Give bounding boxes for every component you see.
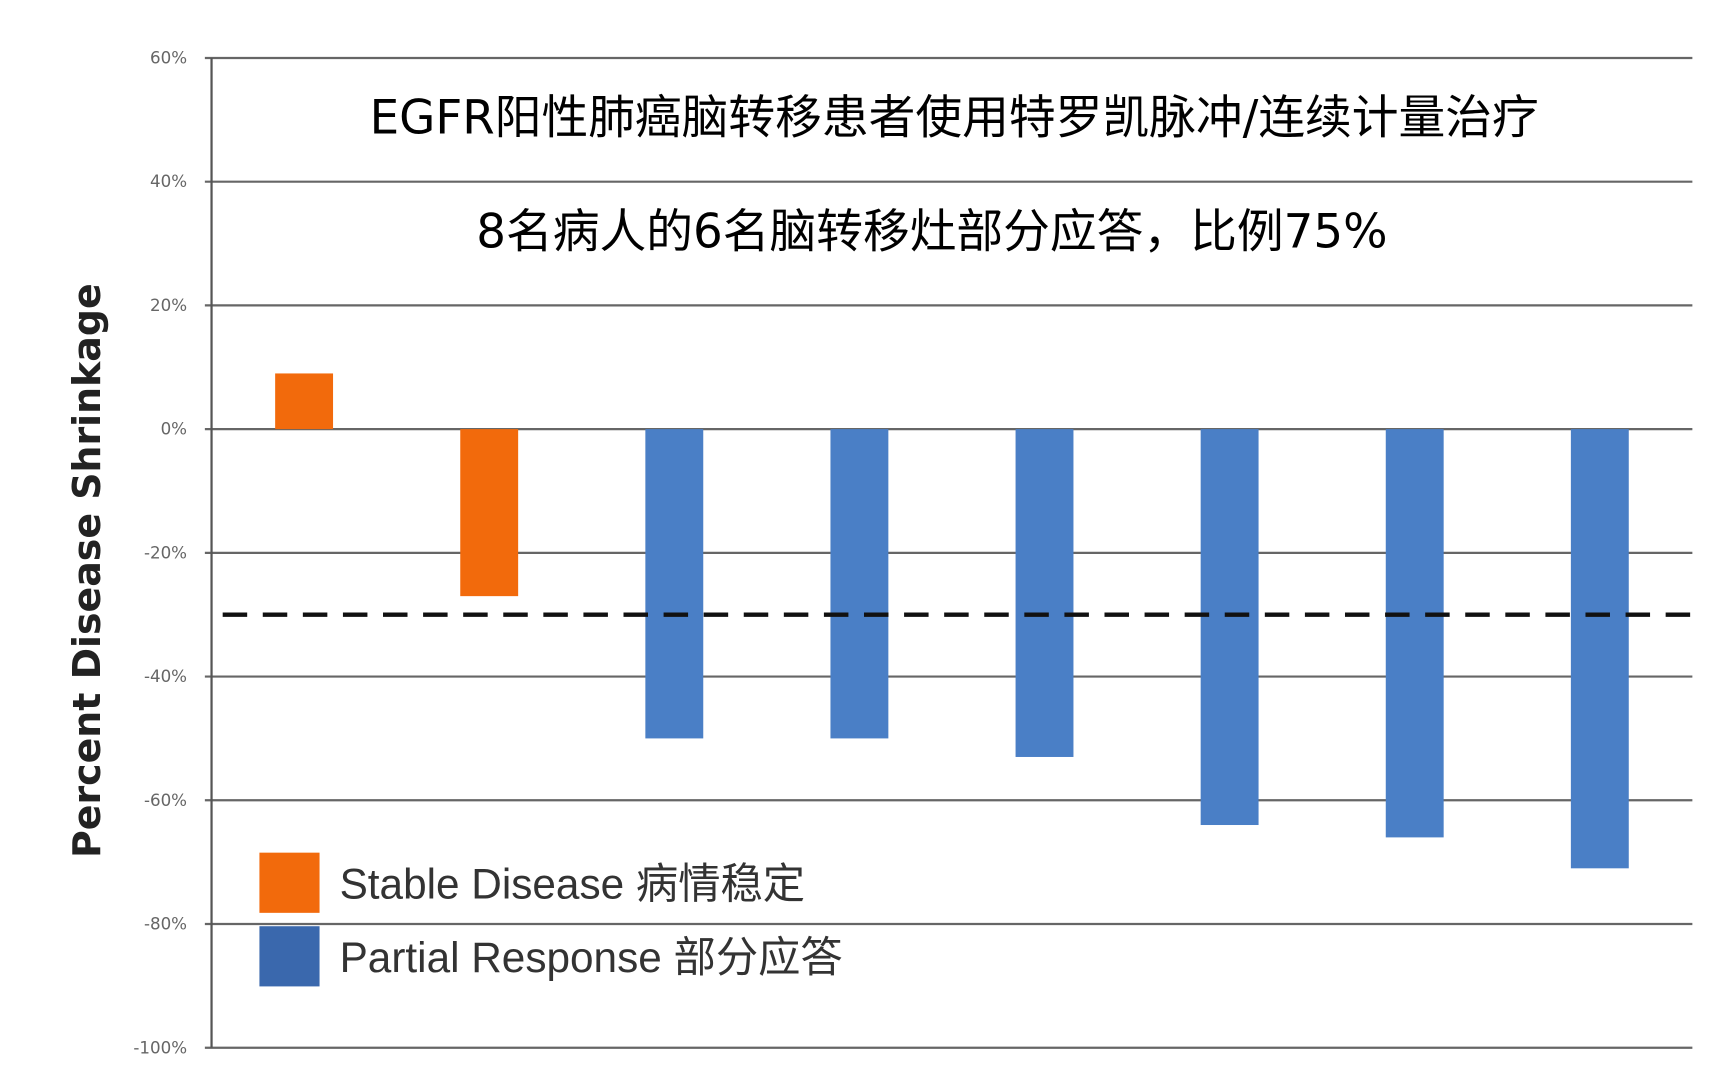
legend: Stable Disease 病情稳定 Partial Response 部分应… [259,852,843,987]
y-tick-label: 20% [150,295,187,315]
bar-patient-8 [1570,429,1629,869]
bar-patient-5 [1015,429,1074,757]
y-tick-label: -60% [144,790,187,810]
y-tick-label: -80% [144,914,187,934]
bar-patient-2 [460,429,519,597]
chart-title: EGFR阳性肺癌脑转移患者使用特罗凯脉冲/连续计量治疗 [370,92,1539,146]
chart-subtitle: 8名病人的6名脑转移灶部分应答，比例75% [476,205,1387,259]
y-tick-label: -100% [133,1037,187,1057]
y-tick-label: 40% [150,171,187,191]
bar-patient-7 [1385,429,1444,838]
legend-swatch-partial-response [259,926,320,987]
y-tick-label: 60% [150,48,187,68]
legend-swatch-stable-disease [259,852,320,913]
bar-patient-3 [645,429,704,739]
y-tick-label: 0% [161,419,187,439]
legend-label-partial-response: Partial Response 部分应答 [340,934,843,981]
y-tick-label: -20% [144,542,187,562]
bar-patient-6 [1200,429,1259,826]
bar-patient-4 [830,429,889,739]
y-tick-label: -40% [144,666,187,686]
legend-label-stable-disease: Stable Disease 病情稳定 [340,860,806,907]
bar-patient-1 [275,373,334,430]
y-axis-label: Percent Disease Shrinkage [65,283,109,858]
